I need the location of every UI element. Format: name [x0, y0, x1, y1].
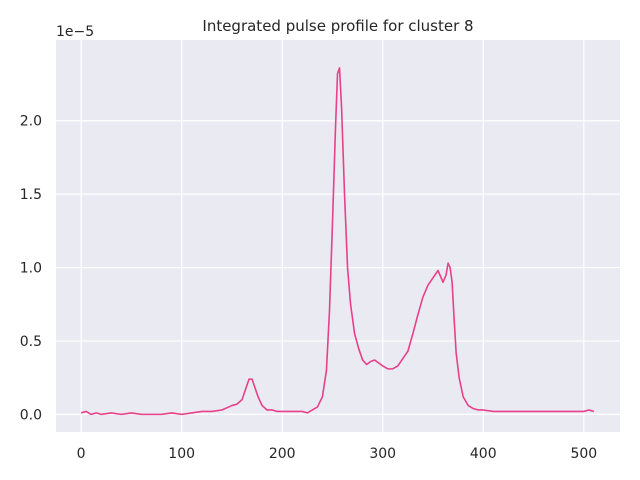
x-tick-label: 200: [269, 446, 296, 462]
y-tick-label: 0.5: [20, 334, 42, 350]
chart-title: Integrated pulse profile for cluster 8: [202, 17, 473, 35]
y-axis-scale-offset: 1e−5: [56, 24, 94, 40]
x-axis-ticks: 0 100 200 300 400 500: [77, 446, 598, 462]
series-line-0: [80, 67, 595, 416]
y-tick-label: 1.0: [20, 261, 42, 277]
x-tick-label: 400: [470, 446, 497, 462]
x-tick-label: 0: [77, 446, 86, 462]
y-tick-label: 2.0: [20, 114, 42, 130]
series-layer: [80, 67, 595, 416]
x-tick-label: 100: [168, 446, 195, 462]
x-tick-label: 500: [570, 446, 597, 462]
plot-area: [56, 40, 620, 432]
y-tick-label: 0.0: [20, 407, 42, 423]
y-tick-label: 1.5: [20, 187, 42, 203]
x-tick-label: 300: [369, 446, 396, 462]
y-axis-ticks: 0.0 0.5 1.0 1.5 2.0: [20, 114, 42, 424]
